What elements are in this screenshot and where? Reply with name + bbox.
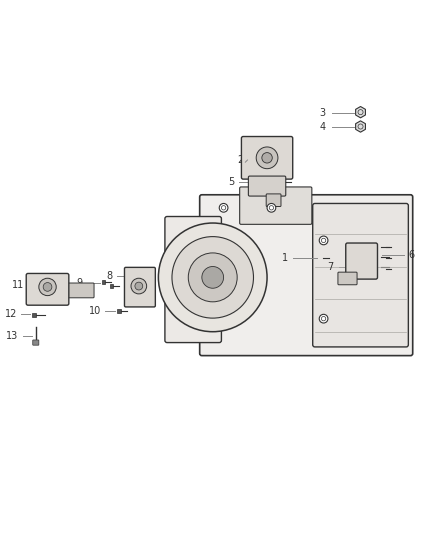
FancyBboxPatch shape xyxy=(165,216,222,343)
Polygon shape xyxy=(356,107,365,118)
FancyBboxPatch shape xyxy=(124,268,155,307)
FancyBboxPatch shape xyxy=(26,273,69,305)
Text: 3: 3 xyxy=(320,108,326,118)
Polygon shape xyxy=(110,284,113,288)
Polygon shape xyxy=(382,256,386,260)
Polygon shape xyxy=(382,245,386,249)
Circle shape xyxy=(256,147,278,168)
Text: 10: 10 xyxy=(89,306,101,316)
Circle shape xyxy=(319,314,328,323)
Polygon shape xyxy=(319,256,323,260)
Polygon shape xyxy=(293,192,297,197)
Circle shape xyxy=(319,236,328,245)
Text: 1: 1 xyxy=(282,253,288,263)
Circle shape xyxy=(131,278,147,294)
Polygon shape xyxy=(280,180,283,184)
FancyBboxPatch shape xyxy=(33,340,39,345)
Circle shape xyxy=(188,253,237,302)
Polygon shape xyxy=(378,245,381,249)
Polygon shape xyxy=(102,279,106,284)
Text: 11: 11 xyxy=(12,280,25,290)
FancyBboxPatch shape xyxy=(200,195,413,356)
Text: 13: 13 xyxy=(6,331,18,341)
Text: 12: 12 xyxy=(5,309,17,319)
FancyBboxPatch shape xyxy=(241,136,293,179)
Text: 5: 5 xyxy=(228,177,234,187)
FancyBboxPatch shape xyxy=(346,243,378,279)
Text: 2: 2 xyxy=(237,155,243,165)
Text: 6: 6 xyxy=(408,250,414,260)
Polygon shape xyxy=(117,309,120,313)
Polygon shape xyxy=(378,265,381,270)
Circle shape xyxy=(39,278,56,296)
Circle shape xyxy=(202,266,223,288)
FancyBboxPatch shape xyxy=(240,187,312,224)
Text: 9: 9 xyxy=(76,278,82,288)
Text: 8: 8 xyxy=(106,271,113,281)
Circle shape xyxy=(219,204,228,212)
Circle shape xyxy=(172,237,254,318)
Text: 7: 7 xyxy=(327,262,334,272)
Circle shape xyxy=(159,223,267,332)
FancyBboxPatch shape xyxy=(266,194,281,206)
Circle shape xyxy=(135,282,143,290)
Circle shape xyxy=(262,152,272,163)
Polygon shape xyxy=(32,313,36,317)
FancyBboxPatch shape xyxy=(313,204,408,347)
Polygon shape xyxy=(382,266,386,271)
Polygon shape xyxy=(356,121,365,132)
Text: 4: 4 xyxy=(320,123,326,132)
Circle shape xyxy=(43,282,52,291)
Polygon shape xyxy=(378,255,381,259)
FancyBboxPatch shape xyxy=(248,176,286,196)
FancyBboxPatch shape xyxy=(64,283,94,298)
Circle shape xyxy=(267,204,276,212)
FancyBboxPatch shape xyxy=(338,272,357,285)
